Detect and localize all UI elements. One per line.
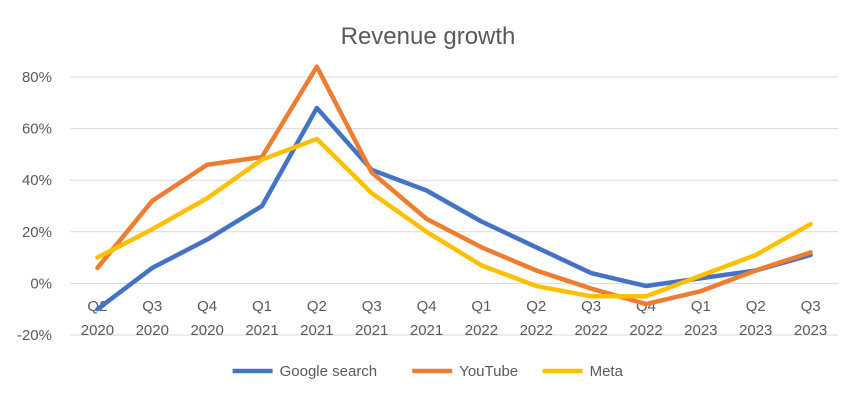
y-tick-label: 20% (22, 224, 52, 241)
y-tick-label: 0% (30, 275, 52, 292)
series-lines (95, 64, 813, 312)
y-tick-label: 60% (22, 121, 52, 138)
legend: Google search YouTube Meta (232, 363, 624, 380)
y-tick-label: 80% (22, 69, 52, 86)
legend-label-google-search: Google search (280, 363, 378, 380)
x-tick-label: Q3 2021 (355, 298, 388, 339)
y-tick-label: 40% (22, 172, 52, 189)
chart-title: Revenue growth (341, 23, 516, 50)
y-axis-ticks: -20% 0% 20% 40% 60% 80% (17, 69, 52, 344)
legend-label-youtube: YouTube (459, 363, 518, 380)
legend-label-meta: Meta (590, 363, 624, 380)
x-tick-label: Q4 2021 (410, 298, 443, 339)
x-tick-label: Q3 2020 (136, 298, 169, 339)
x-tick-label: Q1 2022 (465, 298, 498, 339)
x-tick-label: Q4 2020 (190, 298, 223, 339)
x-tick-label: Q2 2022 (520, 298, 553, 339)
x-tick-label: Q3 2022 (574, 298, 607, 339)
x-tick-label: Q1 2023 (684, 298, 717, 339)
x-axis-ticks: Q2 2020 Q3 2020 Q4 2020 Q1 2021 Q2 2021 Q3 2021 Q4 20… (81, 298, 828, 339)
x-tick-label: Q3 2023 (794, 298, 827, 339)
y-tick-label: -20% (17, 327, 52, 344)
x-tick-label: Q2 2023 (739, 298, 772, 339)
series-line-meta (95, 136, 813, 299)
x-tick-label: Q2 2021 (300, 298, 333, 339)
series-line-youtube (95, 64, 813, 307)
series-line-google-search (95, 105, 813, 312)
x-tick-label: Q1 2021 (245, 298, 278, 339)
x-tick-label: Q2 2020 (81, 298, 114, 339)
